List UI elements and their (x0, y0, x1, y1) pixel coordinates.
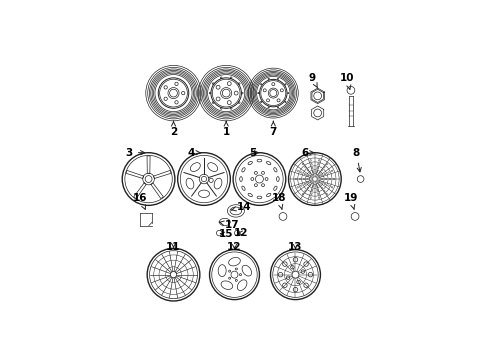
Text: 15: 15 (219, 229, 233, 239)
Ellipse shape (333, 178, 335, 180)
Ellipse shape (208, 163, 218, 171)
Ellipse shape (323, 190, 325, 192)
Ellipse shape (312, 189, 313, 191)
Text: 18: 18 (271, 193, 286, 209)
Ellipse shape (311, 163, 312, 165)
Ellipse shape (326, 163, 327, 165)
Ellipse shape (324, 174, 326, 175)
Ellipse shape (321, 178, 323, 180)
Ellipse shape (221, 281, 233, 289)
Ellipse shape (303, 178, 305, 180)
Ellipse shape (321, 187, 322, 189)
Ellipse shape (320, 181, 322, 183)
Text: 8: 8 (353, 148, 361, 172)
Ellipse shape (320, 175, 322, 176)
Ellipse shape (318, 163, 319, 165)
Text: 10: 10 (340, 73, 354, 89)
Ellipse shape (310, 184, 311, 185)
Ellipse shape (328, 172, 329, 173)
Ellipse shape (237, 280, 247, 291)
Text: 16: 16 (133, 193, 147, 210)
Ellipse shape (324, 183, 326, 185)
Ellipse shape (297, 186, 298, 188)
Text: 9: 9 (309, 73, 318, 88)
Text: 5: 5 (249, 148, 259, 158)
Ellipse shape (302, 163, 304, 165)
Text: 11: 11 (166, 242, 181, 252)
Text: 1: 1 (222, 121, 230, 137)
Text: 4: 4 (188, 148, 201, 158)
Ellipse shape (310, 197, 311, 198)
Ellipse shape (307, 181, 309, 183)
Ellipse shape (318, 197, 320, 198)
Ellipse shape (329, 178, 331, 180)
Ellipse shape (214, 178, 222, 189)
Ellipse shape (242, 265, 251, 276)
Ellipse shape (318, 193, 319, 195)
Ellipse shape (331, 186, 333, 188)
Ellipse shape (307, 178, 308, 180)
Ellipse shape (326, 193, 327, 195)
Ellipse shape (300, 185, 302, 186)
Text: 17: 17 (219, 220, 239, 230)
Text: 12: 12 (227, 242, 242, 252)
Ellipse shape (218, 265, 226, 276)
Ellipse shape (323, 166, 325, 168)
Ellipse shape (310, 172, 311, 174)
Ellipse shape (317, 189, 318, 191)
Ellipse shape (307, 175, 309, 176)
Ellipse shape (307, 187, 309, 189)
Ellipse shape (318, 159, 320, 161)
Ellipse shape (318, 172, 320, 174)
Text: 14: 14 (231, 202, 251, 212)
Text: 6: 6 (301, 148, 315, 158)
Ellipse shape (313, 171, 314, 173)
Ellipse shape (300, 172, 302, 173)
Ellipse shape (304, 183, 306, 185)
Ellipse shape (297, 170, 298, 171)
Ellipse shape (310, 159, 311, 161)
Ellipse shape (302, 193, 304, 195)
Ellipse shape (317, 167, 318, 169)
Ellipse shape (316, 171, 317, 173)
Text: 7: 7 (270, 121, 277, 137)
Text: 13: 13 (288, 242, 303, 252)
Text: 2: 2 (170, 121, 177, 137)
Ellipse shape (325, 178, 327, 180)
Ellipse shape (305, 166, 306, 168)
Ellipse shape (229, 257, 240, 266)
Ellipse shape (312, 167, 313, 169)
Text: 19: 19 (343, 193, 358, 209)
Ellipse shape (295, 178, 296, 180)
Ellipse shape (198, 190, 210, 198)
Ellipse shape (186, 178, 194, 189)
Ellipse shape (299, 178, 300, 180)
Ellipse shape (318, 184, 320, 185)
Ellipse shape (305, 190, 306, 192)
Ellipse shape (307, 170, 309, 171)
Ellipse shape (331, 170, 333, 171)
Ellipse shape (304, 174, 306, 175)
Text: 12: 12 (234, 228, 248, 238)
Ellipse shape (316, 185, 317, 187)
Ellipse shape (311, 193, 312, 195)
Ellipse shape (313, 185, 314, 187)
Ellipse shape (190, 163, 200, 171)
Ellipse shape (321, 170, 322, 171)
Ellipse shape (328, 185, 329, 186)
Text: 3: 3 (125, 148, 145, 158)
